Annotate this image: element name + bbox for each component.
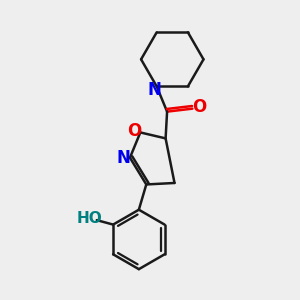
Text: N: N bbox=[147, 81, 161, 99]
Text: HO: HO bbox=[76, 211, 102, 226]
Text: N: N bbox=[116, 149, 130, 167]
Text: O: O bbox=[127, 122, 142, 140]
Text: O: O bbox=[192, 98, 206, 116]
